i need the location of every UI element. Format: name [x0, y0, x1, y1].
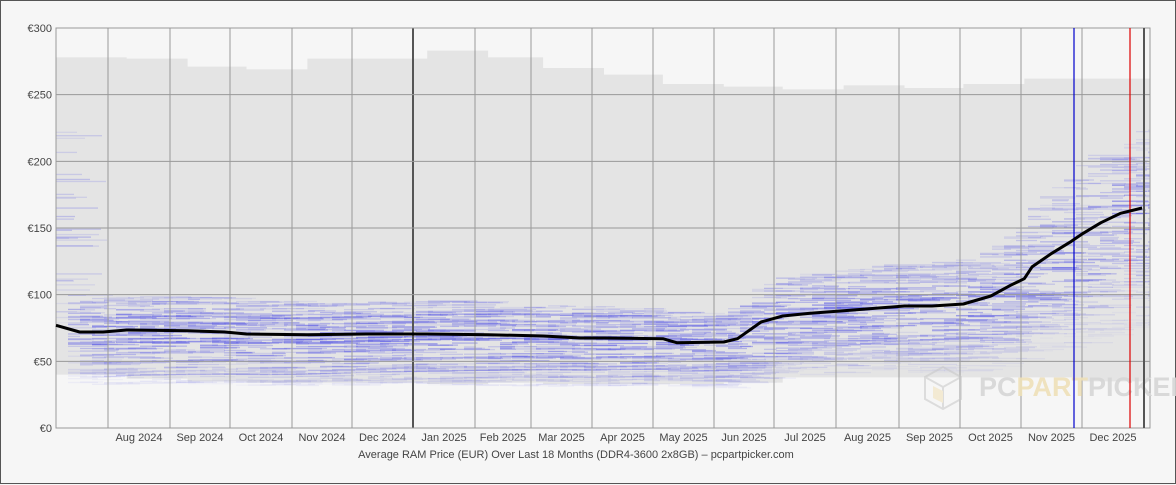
x-tick-label: Jul 2025	[784, 432, 826, 444]
x-tick-label: Oct 2024	[239, 432, 284, 444]
svg-text:PCPARTPICKER: PCPARTPICKER	[979, 372, 1176, 402]
watermark-part: PART	[1017, 372, 1089, 402]
x-tick-label: Apr 2025	[600, 432, 645, 444]
pcpartpicker-logo-icon	[924, 365, 962, 411]
x-tick-label: Nov 2024	[298, 432, 345, 444]
y-tick-label: €300	[28, 23, 52, 35]
y-tick-label: €100	[28, 290, 52, 302]
x-tick-label: Sep 2025	[906, 432, 953, 444]
y-tick-label: €200	[28, 156, 52, 168]
x-tick-label: Nov 2025	[1028, 432, 1075, 444]
x-tick-label: Oct 2025	[968, 432, 1013, 444]
pcpartpicker-watermark: PCPARTPICKER	[924, 365, 1176, 411]
x-tick-label: Dec 2024	[359, 432, 406, 444]
x-axis: Aug 2024 Sep 2024 Oct 2024 Nov 2024 Dec 2024…	[115, 432, 1136, 444]
watermark-picker: PICKER	[1088, 372, 1176, 402]
x-tick-label: Dec 2025	[1089, 432, 1136, 444]
x-tick-label: Sep 2024	[176, 432, 223, 444]
x-tick-label: Jun 2025	[721, 432, 766, 444]
date-markers	[1073, 28, 1145, 428]
x-tick-label: Aug 2025	[844, 432, 891, 444]
chart-caption: Average RAM Price (EUR) Over Last 18 Mon…	[358, 449, 794, 461]
grid-lines	[55, 27, 1151, 429]
y-tick-label: €150	[28, 223, 52, 235]
y-axis: €0 €50 €100 €150 €200 €250 €300	[28, 23, 52, 435]
y-tick-label: €250	[28, 90, 52, 102]
x-tick-label: Jan 2025	[421, 432, 466, 444]
watermark-pc: PC	[979, 372, 1017, 402]
x-tick-label: Feb 2025	[480, 432, 526, 444]
average-price-line[interactable]	[55, 206, 1143, 345]
price-density-bands	[56, 129, 1150, 389]
y-tick-label: €0	[40, 423, 52, 435]
y-tick-label: €50	[34, 356, 52, 368]
x-tick-label: Mar 2025	[538, 432, 584, 444]
x-tick-label: Aug 2024	[115, 432, 162, 444]
x-tick-label: May 2025	[659, 432, 707, 444]
